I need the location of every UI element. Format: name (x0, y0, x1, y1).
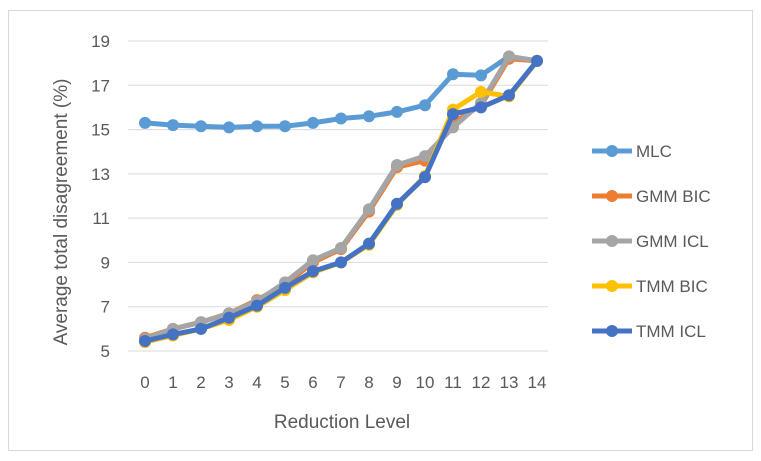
x-tick-label: 0 (140, 373, 149, 392)
x-tick-label: 9 (392, 373, 401, 392)
y-tick-label: 7 (101, 298, 110, 317)
legend-swatch-marker (606, 190, 618, 202)
data-point-mlc (475, 69, 487, 82)
data-point-tmm-bic (475, 85, 487, 98)
data-point-tmm-icl (307, 265, 319, 278)
legend-item-tmm-bic: TMM BIC (592, 277, 708, 296)
x-tick-label: 4 (252, 373, 261, 392)
x-tick-label: 5 (280, 373, 289, 392)
legend-item-gmm-icl: GMM ICL (592, 232, 709, 251)
y-tick-label: 15 (91, 121, 110, 140)
data-point-mlc (447, 68, 459, 81)
y-tick-labels: 5 7 9 11 13 15 17 19 (91, 32, 110, 361)
data-point-tmm-icl (363, 237, 375, 250)
y-tick-label: 19 (91, 32, 110, 51)
x-tick-label: 7 (336, 373, 345, 392)
data-point-tmm-icl (167, 328, 179, 341)
data-point-gmm-icl (307, 254, 319, 267)
data-point-tmm-icl (223, 311, 235, 324)
data-point-tmm-icl (251, 299, 263, 312)
data-point-tmm-icl (475, 101, 487, 114)
data-point-gmm-icl (391, 159, 403, 171)
data-point-tmm-icl (447, 108, 459, 121)
legend-label: TMM BIC (636, 277, 708, 296)
legend-swatch-marker (606, 280, 618, 292)
data-point-mlc (307, 116, 319, 129)
legend-item-tmm-icl: TMM ICL (592, 322, 706, 341)
legend-label: MLC (636, 142, 672, 161)
data-point-mlc (419, 99, 431, 112)
data-point-gmm-icl (419, 150, 431, 163)
legend-label: GMM ICL (636, 232, 709, 251)
legend-item-gmm-bic: GMM BIC (592, 187, 711, 206)
data-point-tmm-icl (503, 89, 515, 102)
x-tick-label: 8 (364, 373, 373, 392)
data-point-tmm-icl (531, 54, 543, 67)
series-tmm-icl (139, 54, 543, 348)
x-tick-label: 6 (308, 373, 317, 392)
data-point-tmm-icl (335, 256, 347, 269)
gridlines (128, 40, 548, 352)
legend-label: GMM BIC (636, 187, 711, 206)
x-tick-label: 10 (416, 373, 435, 392)
data-point-mlc (195, 120, 207, 133)
series-group (139, 50, 543, 349)
x-tick-label: 11 (444, 373, 462, 392)
data-point-mlc (279, 120, 291, 133)
data-point-mlc (139, 116, 151, 129)
data-point-gmm-icl (335, 242, 347, 255)
y-tick-label: 13 (91, 165, 110, 184)
y-tick-label: 9 (101, 253, 110, 272)
data-point-gmm-icl (363, 203, 375, 216)
data-point-mlc (363, 110, 375, 123)
legend-label: TMM ICL (636, 322, 706, 341)
data-point-mlc (335, 112, 347, 125)
x-tick-label: 12 (472, 373, 491, 392)
data-point-tmm-icl (195, 322, 207, 335)
data-point-mlc (223, 121, 235, 134)
data-point-gmm-icl (503, 50, 515, 63)
x-tick-label: 2 (196, 373, 205, 392)
y-tick-label: 11 (92, 209, 110, 228)
x-tick-label: 3 (224, 373, 233, 392)
data-point-tmm-icl (279, 281, 291, 294)
x-tick-label: 14 (528, 373, 547, 392)
legend-swatch-marker (606, 325, 618, 337)
legend-swatch-marker (606, 145, 618, 157)
y-axis-title: Average total disagreement (%) (51, 79, 72, 346)
data-point-tmm-icl (419, 171, 431, 184)
legend: MLC GMM BIC GMM ICL TMM BIC TMM ICL (592, 142, 711, 341)
x-tick-label: 1 (168, 373, 177, 392)
legend-item-mlc: MLC (592, 142, 672, 161)
x-axis-title: Reduction Level (274, 412, 410, 433)
y-tick-label: 17 (91, 76, 110, 95)
x-tick-labels: 0 1 2 3 4 5 6 7 8 9 10 11 12 13 14 (140, 373, 546, 392)
data-point-tmm-icl (139, 335, 151, 348)
data-point-mlc (391, 105, 403, 118)
y-tick-label: 5 (101, 342, 110, 361)
data-point-mlc (251, 120, 263, 133)
data-point-mlc (167, 119, 179, 132)
legend-swatch-marker (606, 235, 618, 247)
x-tick-label: 13 (500, 373, 519, 392)
data-point-tmm-icl (391, 197, 403, 210)
